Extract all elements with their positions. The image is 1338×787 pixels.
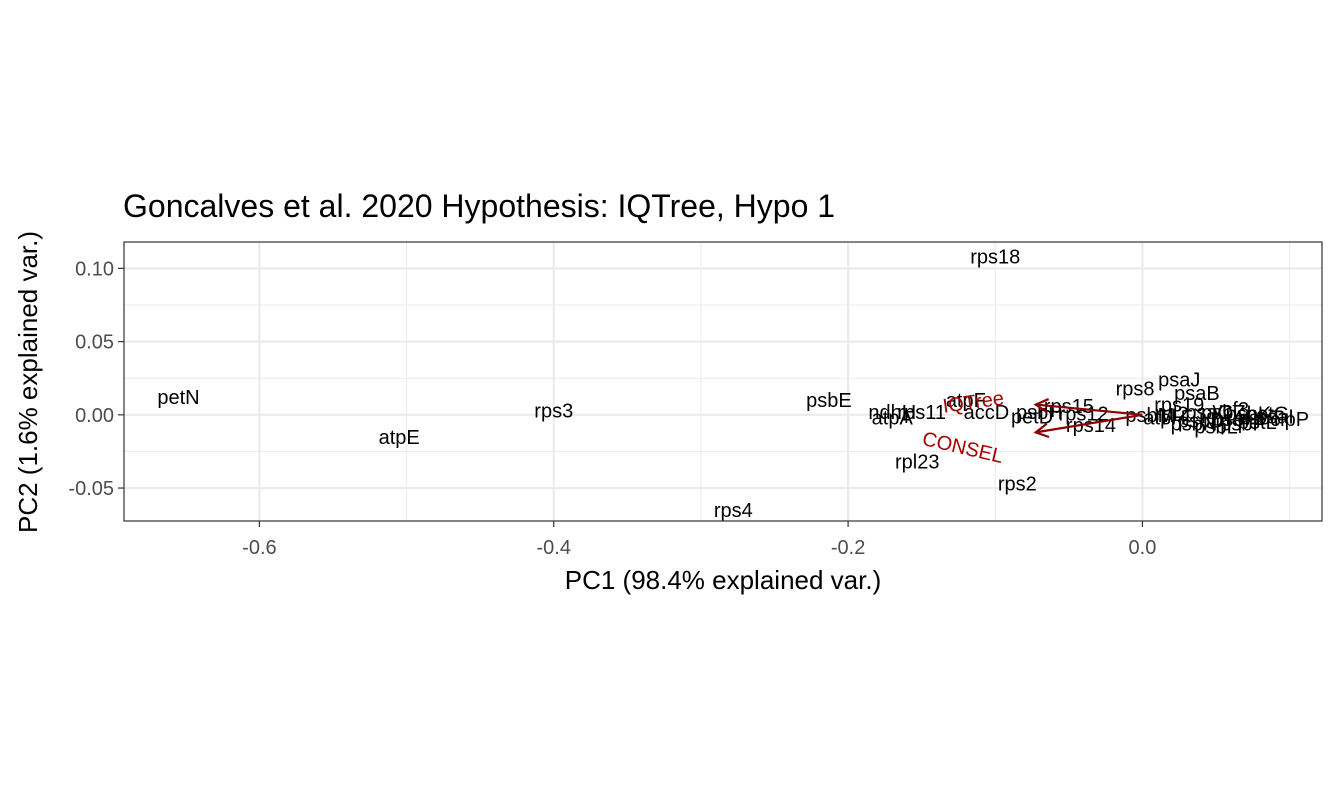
y-axis-ticks: -0.05 0.00 0.05 0.10 bbox=[68, 258, 124, 500]
y-axis-title: PC2 (1.6% explained var.) bbox=[13, 231, 43, 533]
point-label: psbI bbox=[1212, 409, 1250, 431]
vector-arrow-shaft bbox=[1035, 403, 1143, 416]
point-label: atpA bbox=[872, 408, 914, 430]
point-label: clpP bbox=[1270, 409, 1309, 431]
point-label: petL bbox=[1238, 412, 1277, 434]
vector-arrow-head bbox=[1033, 422, 1050, 439]
vector-arrow-shaft bbox=[1035, 413, 1143, 434]
point-label: psbT bbox=[1238, 408, 1282, 430]
x-axis-ticks: -0.6 -0.4 -0.2 0.0 bbox=[242, 521, 1156, 559]
vector-arrow-head bbox=[1033, 398, 1050, 414]
point-label: rps19 bbox=[1154, 395, 1204, 417]
point-label: psbE bbox=[806, 390, 852, 412]
major-gridlines bbox=[124, 242, 1322, 521]
y-tick-label: 0.00 bbox=[75, 405, 114, 427]
point-label: psaC bbox=[1185, 402, 1232, 424]
minor-gridlines bbox=[124, 242, 1322, 521]
point-label: petN bbox=[157, 387, 199, 409]
point-label: rps3 bbox=[534, 400, 573, 422]
point-label: atpE bbox=[379, 427, 420, 449]
point-label: accD bbox=[964, 402, 1010, 424]
x-tick-label: -0.2 bbox=[831, 537, 865, 559]
point-label: rps11 bbox=[897, 402, 946, 424]
chart-title: Goncalves et al. 2020 Hypothesis: IQTree… bbox=[123, 188, 835, 224]
point-label: rps8 bbox=[1116, 378, 1155, 400]
point-label: psbZ bbox=[1201, 402, 1245, 424]
panel-border bbox=[123, 241, 1323, 522]
y-tick-label: 0.05 bbox=[75, 332, 114, 354]
point-label: atpH bbox=[1143, 408, 1185, 430]
point-label: petD bbox=[1011, 406, 1053, 428]
x-tick-label: -0.4 bbox=[537, 537, 571, 559]
point-label: petG bbox=[1246, 403, 1289, 425]
y-tick-label: -0.05 bbox=[68, 478, 114, 500]
point-label: psbN bbox=[1171, 414, 1218, 436]
point-label: psaJ bbox=[1158, 370, 1200, 392]
point-label: atpF bbox=[946, 390, 986, 412]
point-label: psbF bbox=[1220, 414, 1264, 436]
point-label: rpl23 bbox=[895, 452, 939, 474]
point-label: psbD bbox=[1178, 411, 1225, 433]
point-label: psbH bbox=[1016, 402, 1063, 424]
x-tick-label: 0.0 bbox=[1129, 537, 1157, 559]
point-label: psbK bbox=[1226, 403, 1272, 425]
point-label: rps4 bbox=[714, 500, 753, 522]
point-label: rps18 bbox=[970, 247, 1020, 269]
point-label: psbM bbox=[1125, 405, 1174, 427]
x-tick-label: -0.6 bbox=[242, 537, 276, 559]
point-label: rpl2 bbox=[1155, 403, 1188, 425]
y-tick-label: 0.10 bbox=[75, 258, 114, 280]
point-label: ndhH bbox=[868, 402, 916, 424]
x-axis-title: PC1 (98.4% explained var.) bbox=[565, 565, 882, 595]
point-label: psbL bbox=[1194, 417, 1237, 439]
point-label: ycf3 bbox=[1212, 399, 1249, 421]
point-label: psaB bbox=[1174, 383, 1220, 405]
point-label: psaI bbox=[1256, 406, 1294, 428]
point-label: rps2 bbox=[998, 474, 1037, 496]
